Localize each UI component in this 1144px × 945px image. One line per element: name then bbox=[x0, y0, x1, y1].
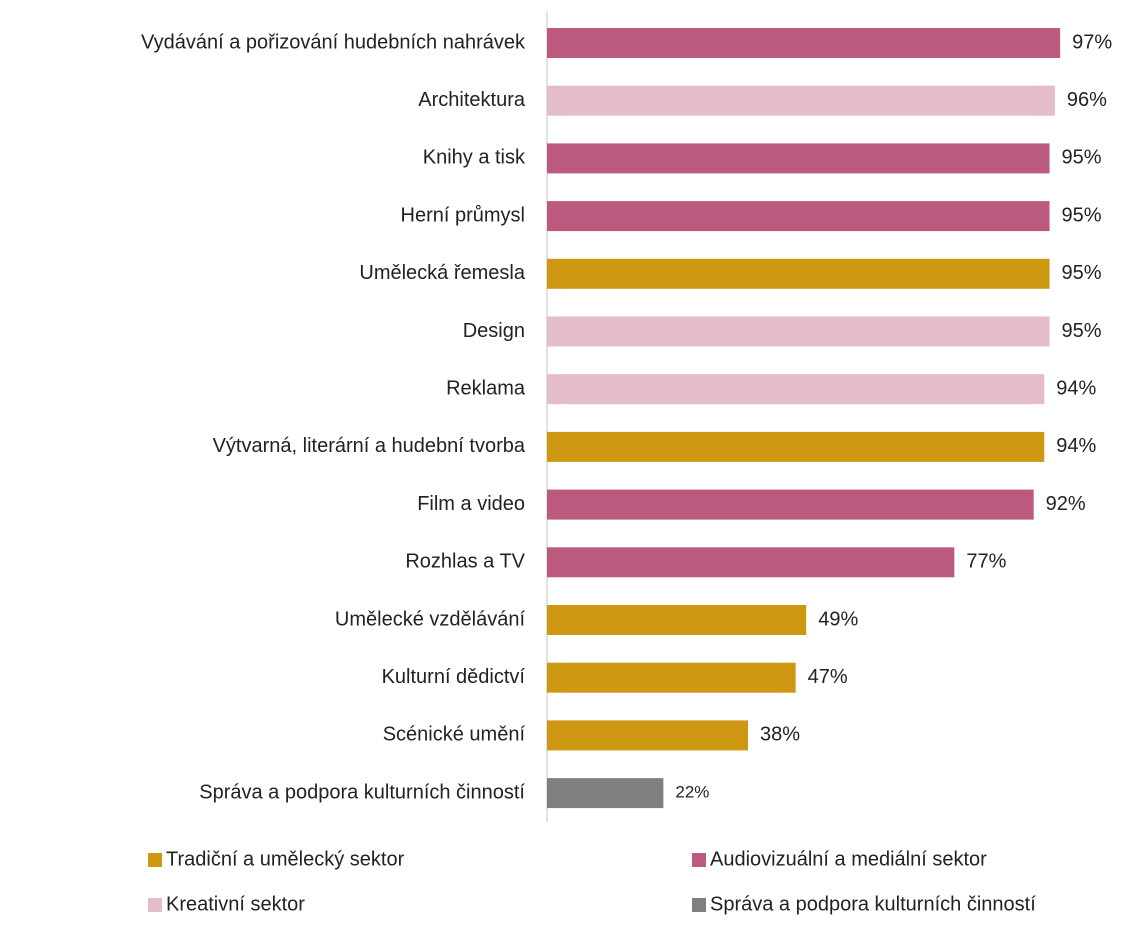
bar bbox=[547, 431, 1045, 462]
value-label: 38% bbox=[760, 724, 800, 746]
bar bbox=[547, 778, 664, 809]
legend-swatch bbox=[148, 853, 162, 867]
value-label: 92% bbox=[1046, 493, 1086, 515]
category-label: Knihy a tisk bbox=[423, 147, 526, 169]
bar bbox=[547, 85, 1055, 116]
value-label: 77% bbox=[966, 551, 1006, 573]
bar bbox=[547, 316, 1050, 347]
legend-swatch bbox=[692, 853, 706, 867]
category-label: Architektura bbox=[418, 89, 526, 111]
category-label: Umělecké vzdělávání bbox=[335, 608, 526, 630]
bar bbox=[547, 489, 1034, 520]
legend-label: Audiovizuální a mediální sektor bbox=[710, 848, 987, 870]
bar bbox=[547, 720, 749, 751]
value-label: 94% bbox=[1056, 377, 1096, 399]
bar bbox=[547, 201, 1050, 232]
legend-label: Správa a podpora kulturních činností bbox=[710, 893, 1036, 915]
bar bbox=[547, 662, 796, 693]
category-label: Scénické umění bbox=[383, 724, 526, 746]
bar bbox=[547, 143, 1050, 174]
category-label: Reklama bbox=[446, 377, 526, 399]
category-label: Herní průmysl bbox=[401, 204, 525, 226]
legend-swatch bbox=[692, 898, 706, 912]
category-label: Design bbox=[463, 320, 525, 342]
value-label: 94% bbox=[1056, 435, 1096, 457]
value-label: 47% bbox=[808, 666, 848, 688]
bar bbox=[547, 547, 955, 578]
value-label: 49% bbox=[818, 608, 858, 630]
legend-label: Kreativní sektor bbox=[166, 893, 305, 915]
value-label: 95% bbox=[1062, 147, 1102, 169]
bar bbox=[547, 374, 1045, 405]
category-label: Kulturní dědictví bbox=[382, 666, 526, 688]
bar bbox=[547, 605, 807, 635]
legend-label: Tradiční a umělecký sektor bbox=[166, 848, 405, 870]
category-label: Film a video bbox=[417, 493, 525, 515]
value-label: 96% bbox=[1067, 89, 1107, 111]
value-label: 95% bbox=[1062, 204, 1102, 226]
category-label: Správa a podpora kulturních činností bbox=[199, 781, 525, 803]
value-label: 95% bbox=[1062, 320, 1102, 342]
category-label: Vydávání a pořizování hudebních nahrávek bbox=[141, 31, 526, 53]
category-label: Rozhlas a TV bbox=[405, 551, 525, 573]
value-label: 97% bbox=[1072, 31, 1112, 53]
value-label: 95% bbox=[1062, 262, 1102, 284]
bar bbox=[547, 28, 1061, 58]
legend-swatch bbox=[148, 898, 162, 912]
bar bbox=[547, 258, 1050, 289]
category-label: Výtvarná, literární a hudební tvorba bbox=[213, 435, 526, 457]
category-label: Umělecká řemesla bbox=[359, 262, 525, 284]
value-label: 22% bbox=[675, 783, 709, 802]
